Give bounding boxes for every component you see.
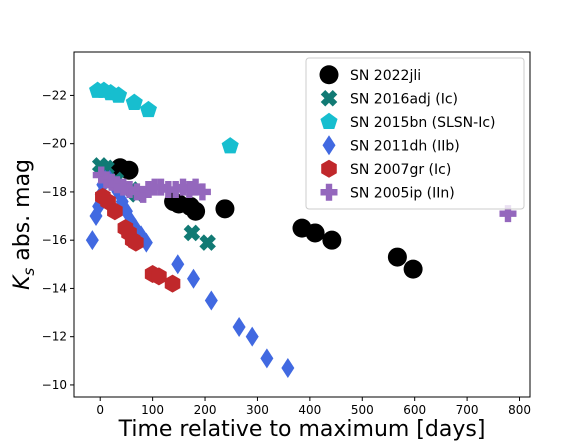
data-point — [119, 160, 139, 180]
series-hexagon — [95, 187, 181, 293]
data-point — [107, 202, 123, 221]
x-tick-label: 500 — [351, 403, 374, 417]
data-point — [183, 224, 201, 242]
data-point — [139, 232, 153, 253]
y-axis: −22 −20 −18 −16 −14 −12 −10 — [42, 88, 74, 392]
legend-marker — [321, 159, 337, 178]
y-axis-label: Ks abs. mag — [10, 159, 38, 290]
x-axis-label: Time relative to maximum [days] — [118, 417, 486, 441]
data-point — [260, 348, 274, 369]
data-point — [221, 137, 239, 154]
x-tick-label: 800 — [508, 403, 531, 417]
data-point — [171, 254, 185, 275]
data-point — [85, 230, 99, 251]
data-point — [139, 100, 157, 118]
data-point — [403, 259, 423, 279]
plot-frame — [73, 51, 531, 398]
x-tick-label: 400 — [298, 403, 321, 417]
legend-marker — [319, 65, 339, 85]
x-tick-label: 200 — [194, 403, 217, 417]
legend-item: SN 2007gr (Ic) — [321, 159, 451, 178]
data-marks — [85, 81, 517, 379]
data-point — [128, 233, 144, 252]
legend-marker — [320, 183, 338, 201]
legend-label: SN 2005ip (IIn) — [350, 185, 455, 201]
y-tick-label: −12 — [42, 330, 67, 344]
data-point — [204, 290, 218, 311]
legend-marker — [320, 89, 338, 107]
data-point — [215, 199, 235, 219]
legend-label: SN 2022jli — [350, 68, 421, 84]
data-point — [186, 201, 206, 221]
y-axis-label-main: K — [10, 274, 35, 290]
series-plus — [92, 166, 517, 223]
data-point — [322, 230, 342, 250]
data-point — [134, 185, 152, 203]
series-circle — [110, 158, 423, 279]
legend-label: SN 2015bn (SLSN-Ic) — [350, 115, 496, 131]
y-tick-label: −16 — [42, 233, 67, 247]
data-point — [245, 326, 259, 347]
data-point — [305, 223, 325, 243]
y-axis-label-rest: abs. mag — [10, 159, 35, 268]
y-tick-label: −20 — [42, 137, 67, 151]
legend-item: SN 2005ip (IIn) — [320, 183, 455, 201]
legend-item: SN 2015bn (SLSN-Ic) — [320, 112, 496, 131]
x-tick-label: 300 — [246, 403, 269, 417]
legend-marker — [322, 135, 336, 156]
y-tick-label: −14 — [42, 281, 67, 295]
legend-item: SN 2016adj (Ic) — [320, 89, 458, 107]
y-tick-label: −10 — [42, 378, 67, 392]
legend-item: SN 2022jli — [319, 65, 421, 85]
data-point — [151, 267, 167, 286]
x-tick-label: 700 — [456, 403, 479, 417]
x-axis: 0 100 200 300 400 500 600 700 800 — [96, 397, 531, 417]
y-axis-label-sub: s — [20, 268, 38, 276]
data-point — [281, 358, 295, 379]
data-point — [499, 205, 517, 223]
x-tick-label: 0 — [96, 403, 104, 417]
x-tick-label: 600 — [403, 403, 426, 417]
data-point — [187, 268, 201, 289]
legend: SN 2022jli SN 2016adj (Ic) SN 2015bn (SLSN… — [305, 57, 525, 210]
data-point — [199, 234, 216, 251]
series-pentagon — [89, 81, 239, 154]
legend-label: SN 2016adj (Ic) — [350, 91, 458, 107]
data-point — [125, 93, 143, 110]
legend-label: SN 2007gr (Ic) — [350, 162, 451, 178]
data-point — [387, 247, 407, 267]
data-point — [232, 317, 246, 338]
data-point — [193, 183, 211, 201]
data-point — [187, 178, 205, 196]
data-point — [109, 86, 128, 103]
legend-label: SN 2011dh (IIb) — [350, 138, 460, 154]
legend-marker — [320, 112, 338, 130]
legend-box — [305, 57, 525, 210]
legend-item: SN 2011dh (IIb) — [322, 135, 460, 156]
y-tick-label: −18 — [42, 185, 67, 199]
data-point — [92, 166, 110, 184]
data-point — [164, 274, 181, 293]
y-tick-label: −22 — [42, 88, 67, 102]
x-tick-label: 100 — [141, 403, 164, 417]
